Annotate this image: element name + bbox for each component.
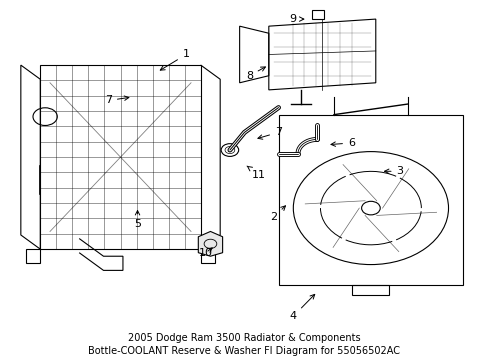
Text: 1: 1 (160, 49, 189, 70)
Bar (26, 249, 40, 263)
Bar (278, 114, 462, 284)
Text: 6: 6 (330, 138, 354, 148)
Text: 8: 8 (245, 67, 265, 81)
Polygon shape (198, 231, 222, 256)
Text: 7: 7 (257, 127, 282, 139)
Circle shape (221, 144, 238, 156)
Bar (311, 10, 323, 19)
Text: 7: 7 (104, 95, 128, 105)
Text: 11: 11 (246, 166, 265, 180)
Text: 10: 10 (198, 248, 212, 258)
Text: 9: 9 (289, 14, 303, 24)
Bar (40, 65, 201, 249)
Bar (352, 284, 388, 295)
Text: 2: 2 (269, 206, 285, 222)
Bar (201, 249, 215, 263)
Text: 4: 4 (289, 294, 314, 321)
Text: 2005 Dodge Ram 3500 Radiator & Components
Bottle-COOLANT Reserve & Washer Fl Dia: 2005 Dodge Ram 3500 Radiator & Component… (88, 333, 400, 356)
Text: 3: 3 (384, 166, 403, 176)
Text: 5: 5 (134, 211, 141, 229)
